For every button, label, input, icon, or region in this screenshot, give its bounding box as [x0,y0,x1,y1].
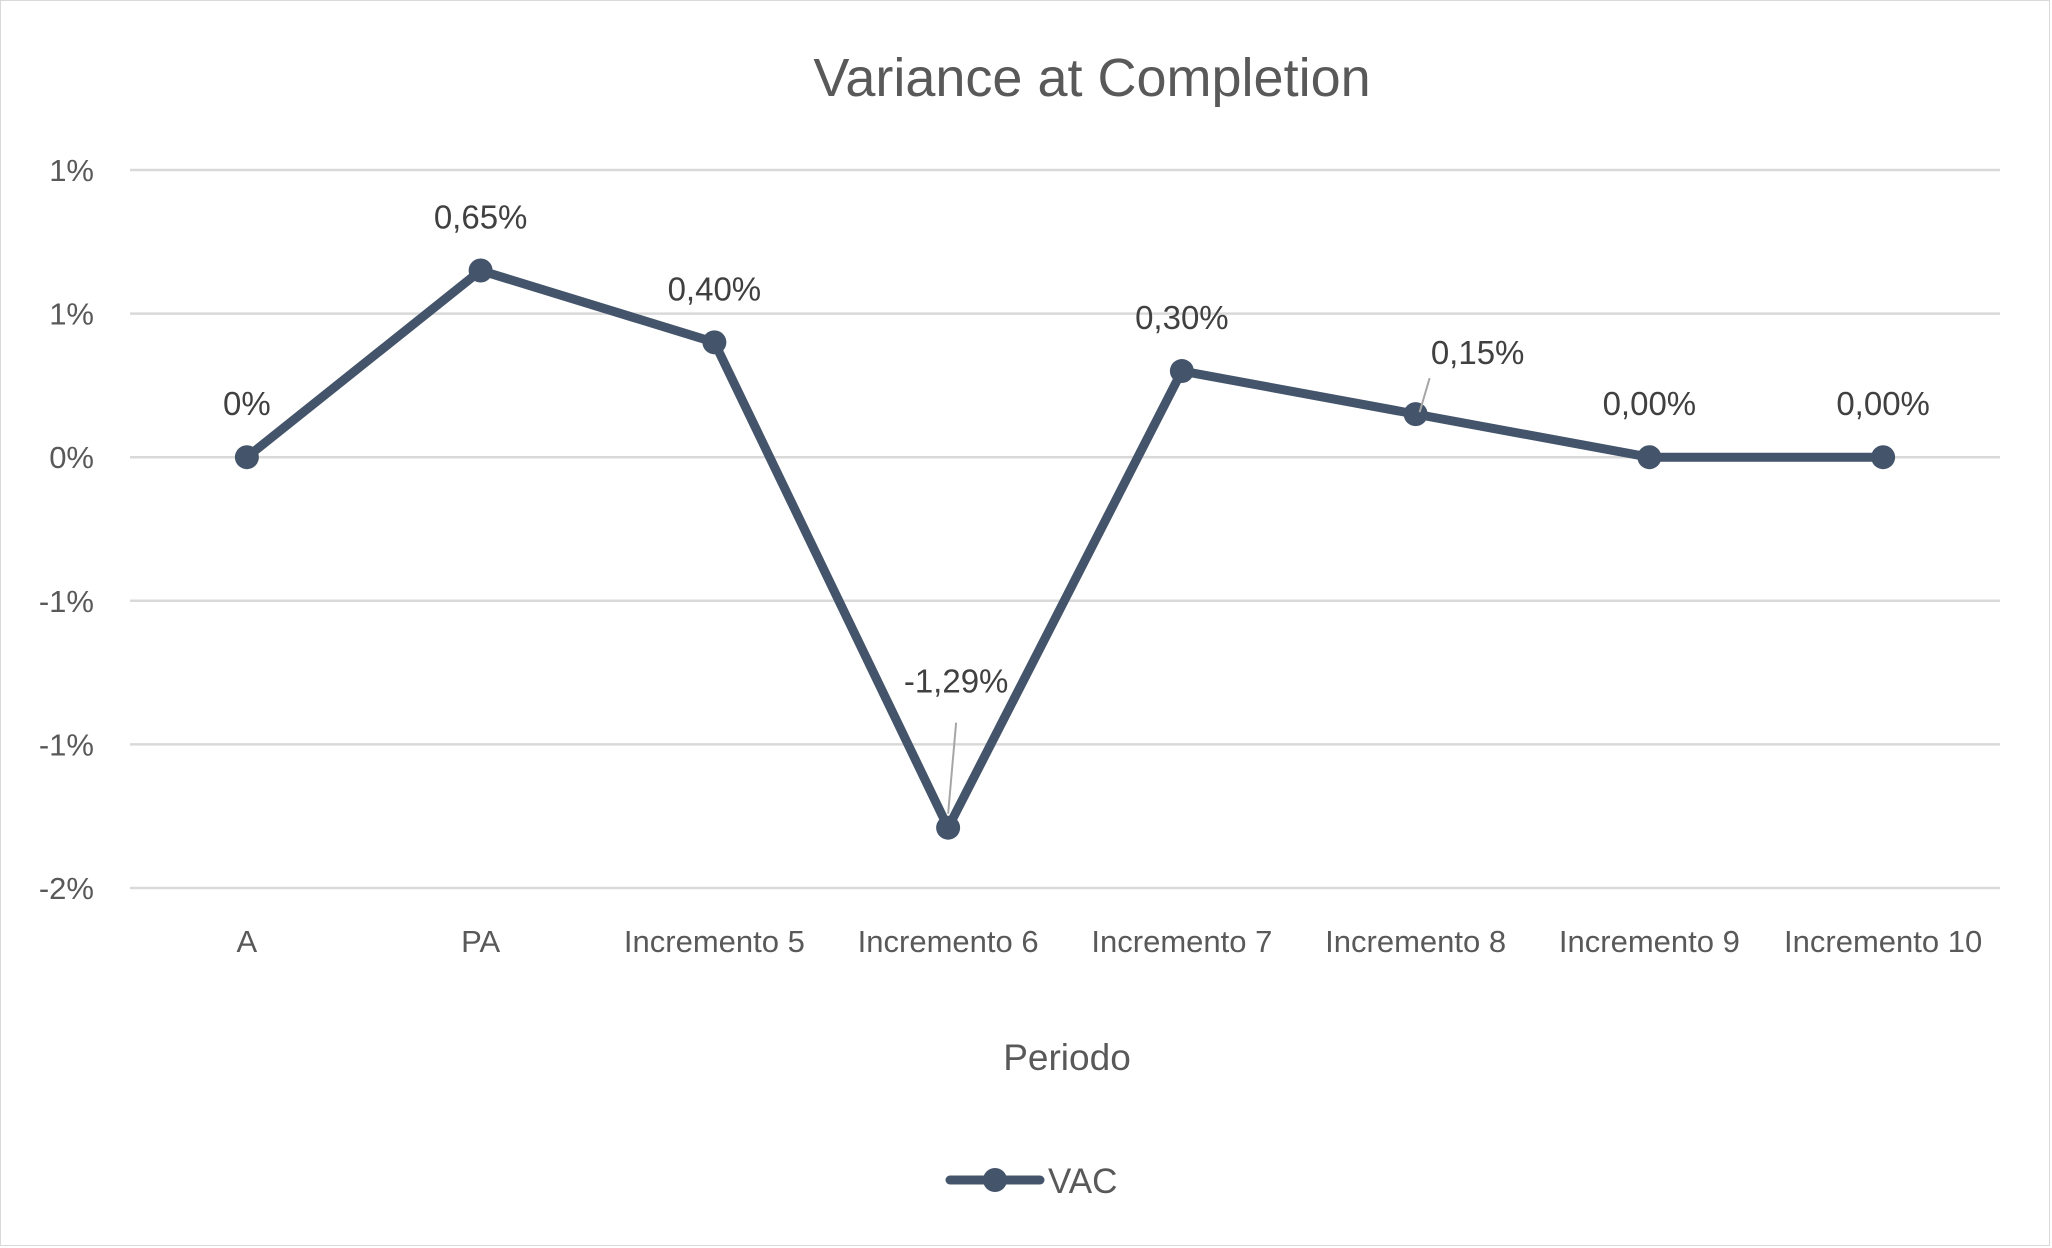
y-tick-label: -1% [39,584,94,619]
data-point [1871,445,1896,470]
gridlines [130,168,2000,890]
x-tick-label: Incremento 7 [1091,924,1272,959]
data-label: -1,29% [904,663,1009,700]
x-tick-label: Incremento 10 [1784,924,1982,959]
data-label: 0,30% [1135,299,1229,336]
series-line [242,266,1888,833]
data-point [1403,402,1428,427]
y-tick-label: -2% [39,871,94,906]
data-point [702,330,727,355]
data-point [234,445,259,470]
data-label-leader [1418,377,1431,413]
x-tick-label: A [237,924,258,959]
data-point [468,258,493,283]
x-axis-title: Periodo [1003,1037,1131,1078]
data-point [1637,445,1662,470]
data-labels: 0% 0,65% 0,40% -1,29% 0,30% 0,15% 0,00% 0,00% [223,199,1930,814]
y-tick-label: 0% [49,440,94,475]
y-tick-label: 1% [49,153,94,188]
data-label: 0,00% [1836,385,1930,422]
data-label: 0,00% [1603,385,1697,422]
legend-entry-vac: VAC [1048,1162,1117,1201]
data-point [936,815,961,840]
x-axis-tick-labels: A PA Incremento 5 Incremento 6 Incremento 7 I… [237,924,1983,959]
legend-marker-icon [983,1168,1007,1192]
data-label-leader [947,722,958,814]
y-tick-label: 1% [49,297,94,332]
data-point [1169,359,1194,384]
legend: VAC [945,1162,1117,1201]
y-tick-label: -1% [39,727,94,762]
data-label: 0,40% [668,270,762,307]
data-label: 0,15% [1431,334,1525,371]
x-tick-label: Incremento 9 [1559,924,1740,959]
data-label: 0% [223,385,271,422]
series-vac [234,258,1896,840]
x-tick-label: Incremento 8 [1325,924,1506,959]
y-axis-tick-labels: 1% 1% 0% -1% -1% -2% [39,153,94,906]
x-tick-label: Incremento 5 [624,924,805,959]
chart-title: Variance at Completion [813,48,1370,108]
data-label: 0,65% [434,199,528,236]
x-tick-label: PA [461,924,500,959]
x-tick-label: Incremento 6 [858,924,1039,959]
